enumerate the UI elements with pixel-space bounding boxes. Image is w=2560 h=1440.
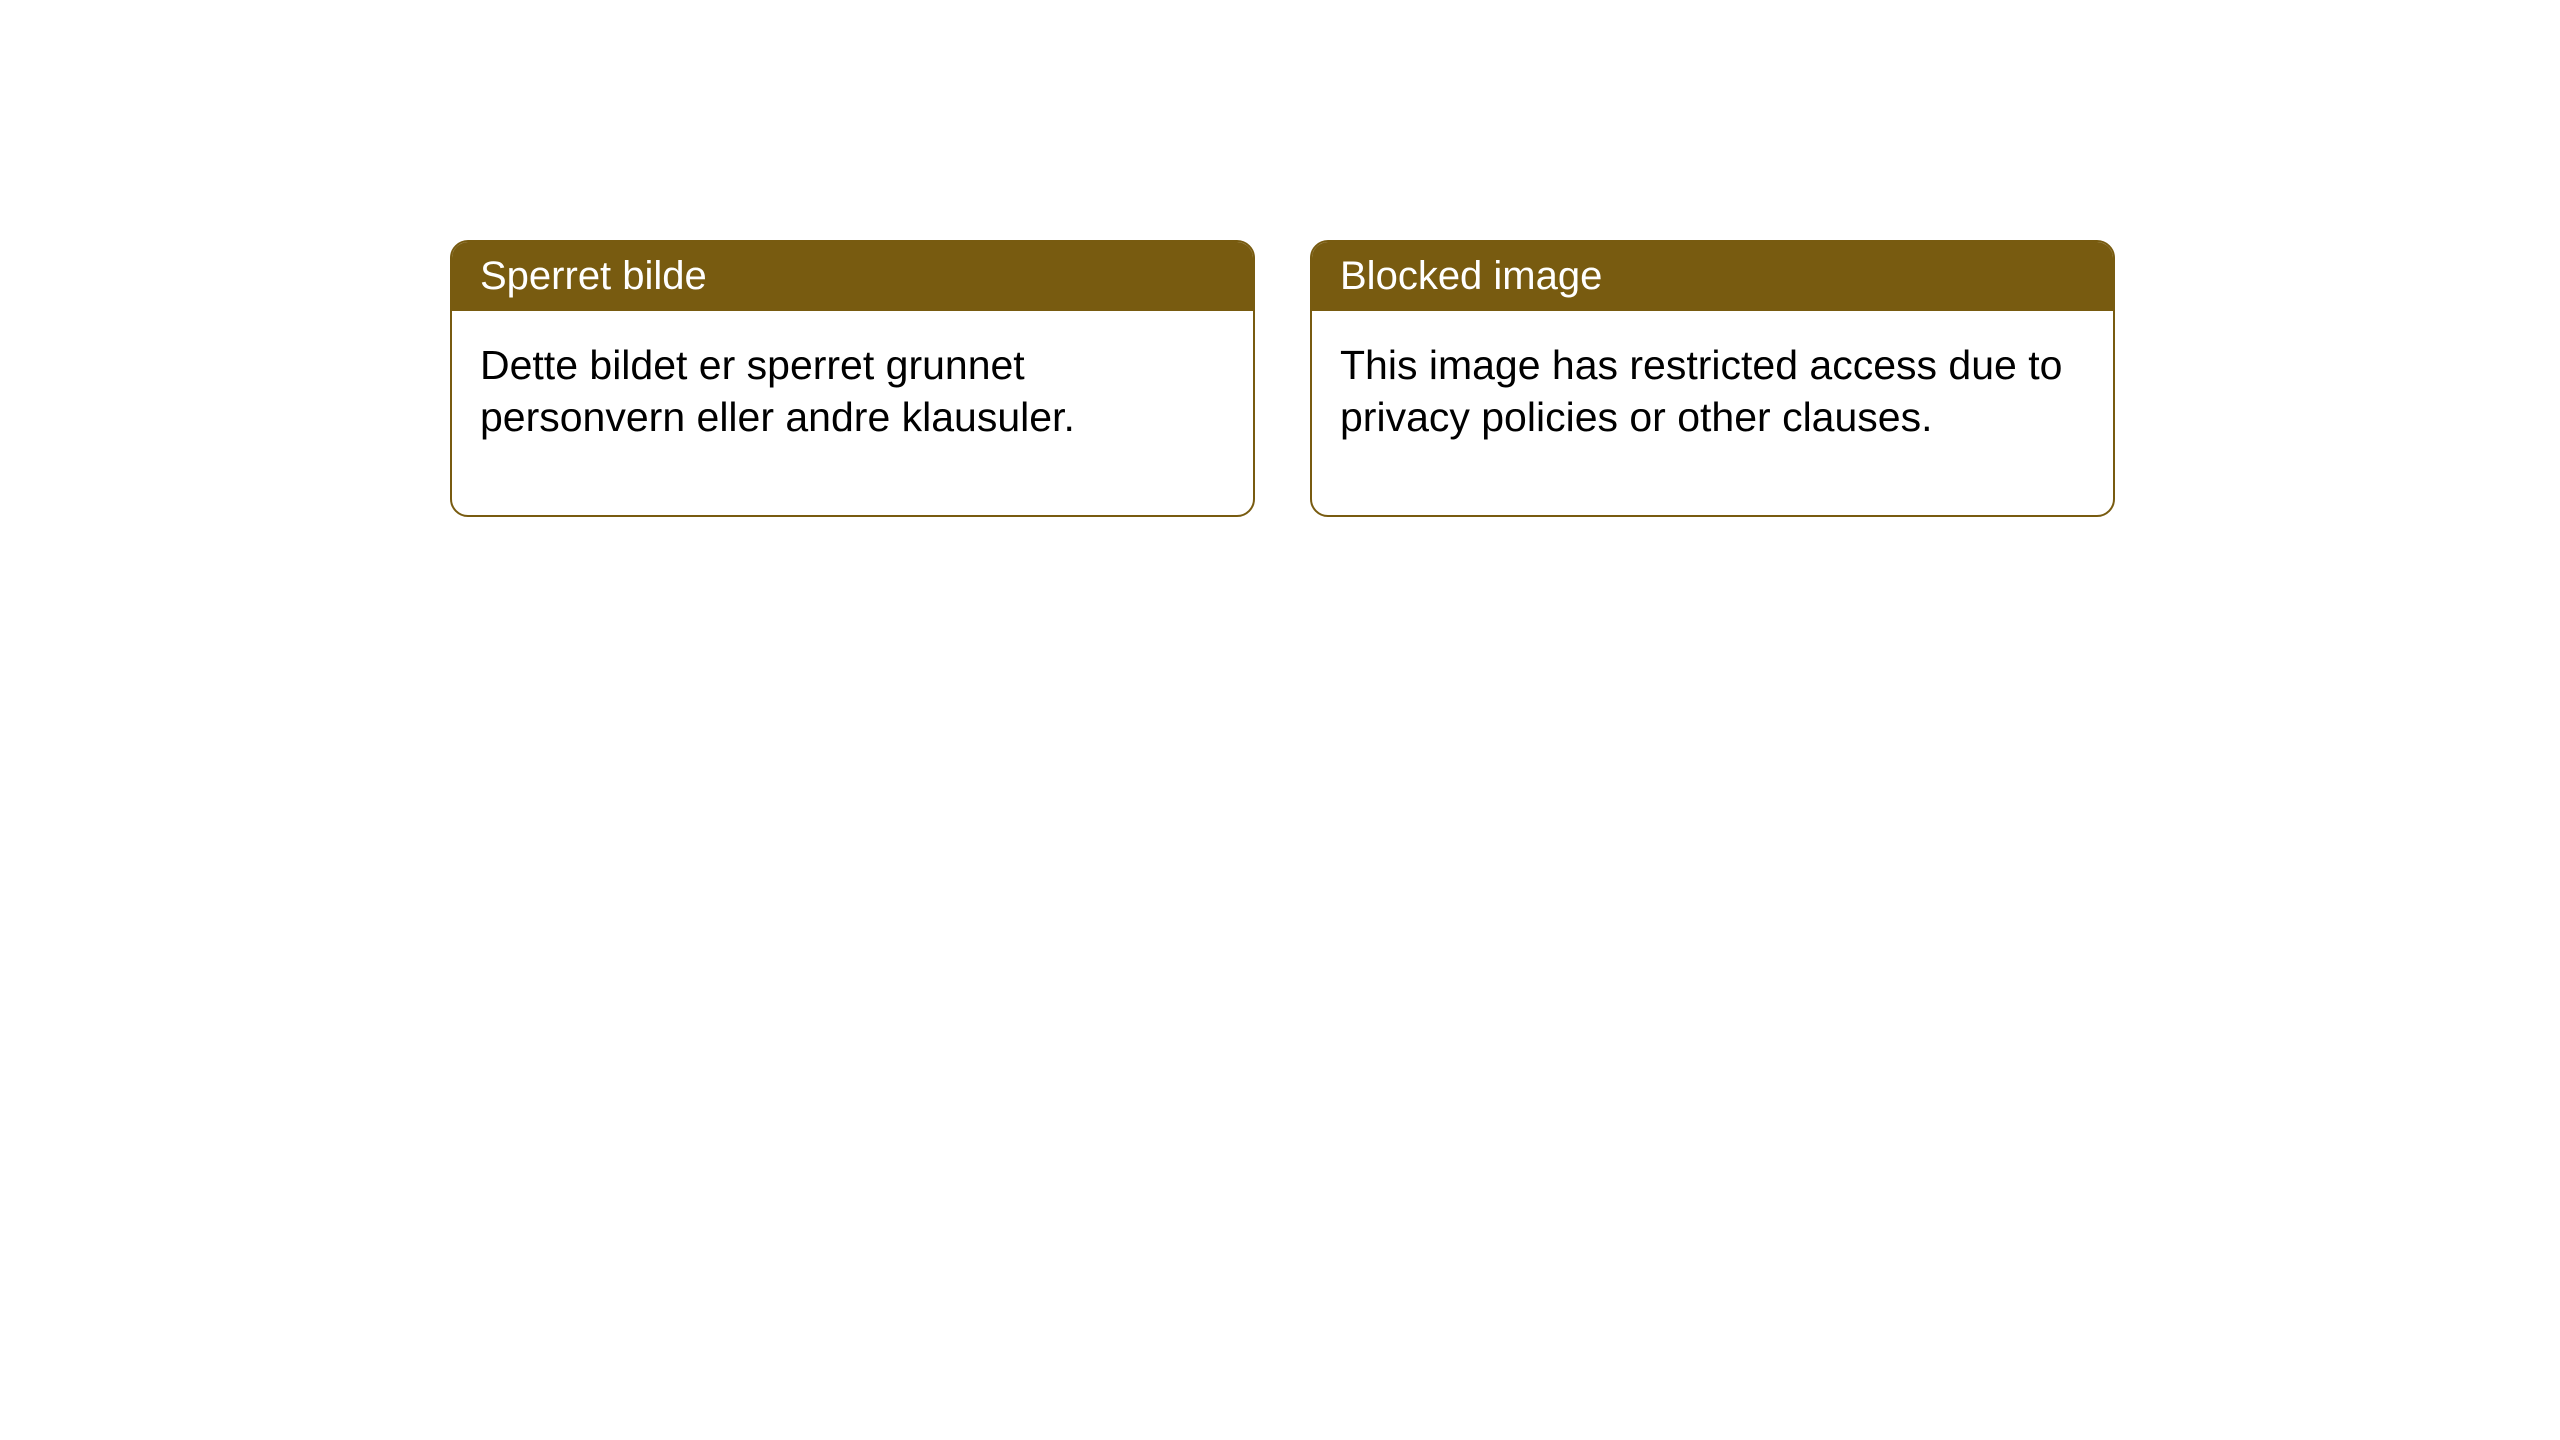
card-header-en: Blocked image xyxy=(1312,242,2113,311)
blocked-image-card-no: Sperret bilde Dette bildet er sperret gr… xyxy=(450,240,1255,517)
notice-cards-row: Sperret bilde Dette bildet er sperret gr… xyxy=(450,240,2115,517)
card-body-en: This image has restricted access due to … xyxy=(1312,311,2113,515)
card-header-no: Sperret bilde xyxy=(452,242,1253,311)
card-body-no: Dette bildet er sperret grunnet personve… xyxy=(452,311,1253,515)
blocked-image-card-en: Blocked image This image has restricted … xyxy=(1310,240,2115,517)
